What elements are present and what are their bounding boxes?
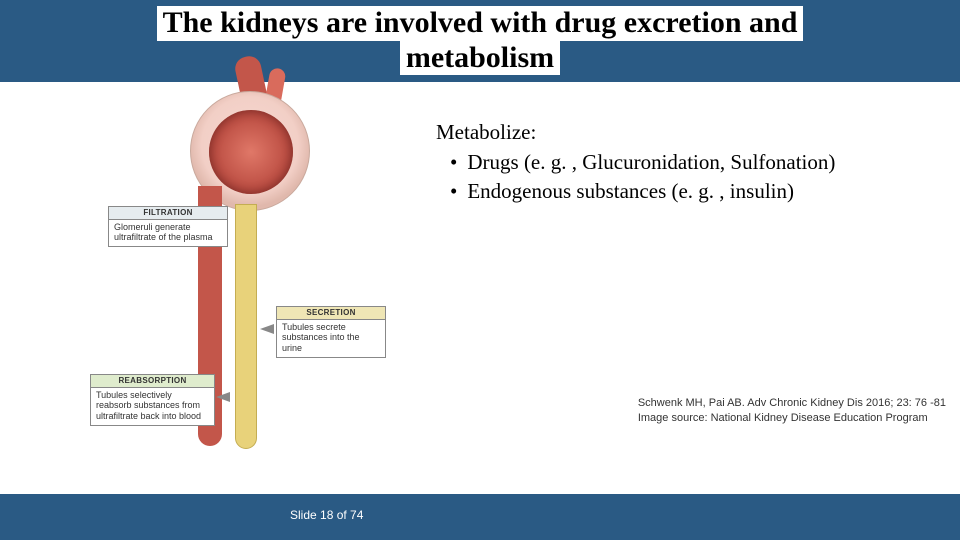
reabsorption-header: REABSORPTION (91, 375, 214, 388)
citation-line-2: Image source: National Kidney Disease Ed… (638, 411, 946, 426)
list-item: Endogenous substances (e. g. , insulin) (450, 177, 835, 205)
nephron-diagram: FILTRATION Glomeruli generate ultrafiltr… (100, 86, 380, 466)
secretion-label: SECRETION Tubules secrete substances int… (276, 306, 386, 358)
filtration-label: FILTRATION Glomeruli generate ultrafiltr… (108, 206, 228, 247)
content-area: FILTRATION Glomeruli generate ultrafiltr… (0, 82, 960, 492)
filtration-text: Glomeruli generate ultrafiltrate of the … (114, 222, 213, 243)
title-line-1: The kidneys are involved with drug excre… (157, 6, 804, 41)
citation: Schwenk MH, Pai AB. Adv Chronic Kidney D… (638, 396, 946, 426)
body-text: Metabolize: Drugs (e. g. , Glucuronidati… (436, 118, 835, 205)
footer-bar: Slide 18 of 74 (0, 494, 960, 540)
metabolize-heading: Metabolize: (436, 118, 835, 146)
slide-title: The kidneys are involved with drug excre… (0, 6, 960, 75)
list-item: Drugs (e. g. , Glucuronidation, Sulfonat… (450, 148, 835, 176)
reabsorption-arrow-icon (216, 392, 230, 402)
filtration-header: FILTRATION (109, 207, 227, 220)
secretion-arrow-icon (260, 324, 274, 334)
reabsorption-label: REABSORPTION Tubules selectively reabsor… (90, 374, 215, 426)
title-line-2: metabolism (400, 41, 560, 76)
metabolize-list: Drugs (e. g. , Glucuronidation, Sulfonat… (436, 148, 835, 205)
title-bar: The kidneys are involved with drug excre… (0, 0, 960, 82)
secretion-header: SECRETION (277, 307, 385, 320)
tubule (235, 204, 257, 449)
glomerulus (209, 110, 293, 194)
reabsorption-text: Tubules selectively reabsorb substances … (96, 390, 201, 422)
secretion-text: Tubules secrete substances into the urin… (282, 322, 360, 354)
citation-line-1: Schwenk MH, Pai AB. Adv Chronic Kidney D… (638, 396, 946, 411)
slide-counter: Slide 18 of 74 (290, 508, 363, 522)
